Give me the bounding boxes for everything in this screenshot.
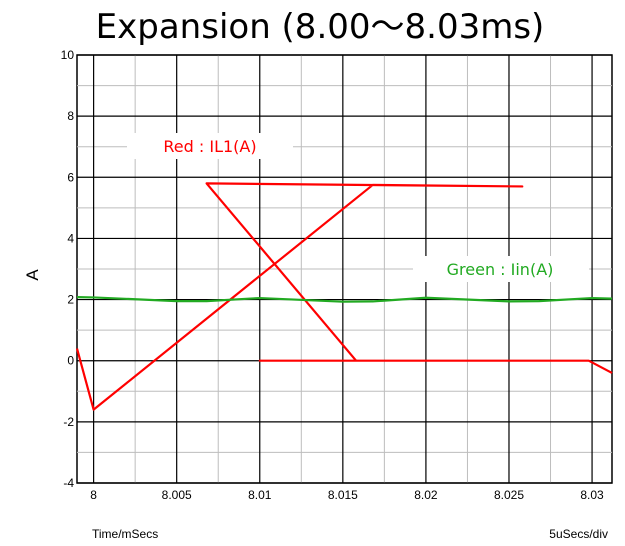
annotation-il1-bg bbox=[127, 133, 293, 159]
annotation-iin-bg bbox=[413, 256, 589, 282]
y-tick-label: -2 bbox=[63, 415, 74, 429]
x-tick-label: 8.02 bbox=[414, 488, 438, 502]
y-tick-label: 0 bbox=[67, 354, 74, 368]
y-tick-label: 6 bbox=[67, 170, 74, 184]
y-tick-label: 8 bbox=[67, 109, 74, 123]
x-tick-label: 8.015 bbox=[328, 488, 358, 502]
annotation-iin-text: Green : Iin(A) bbox=[447, 260, 554, 279]
x-tick-label: 8 bbox=[90, 488, 97, 502]
y-tick-label: 2 bbox=[67, 293, 74, 307]
series-layer bbox=[75, 182, 613, 411]
series-line-0 bbox=[75, 182, 613, 411]
annotation-iin: Green : Iin(A) bbox=[413, 256, 589, 282]
axis-ticks: -4 -2 0 2 4 6 8 10 8 8.005 8.01 8.015 8.02 8.025 8.03 bbox=[61, 48, 604, 502]
y-tick-label: 10 bbox=[61, 48, 75, 62]
chart-title: Expansion (8.00〜8.03ms) bbox=[96, 7, 545, 47]
series-line-1 bbox=[76, 296, 613, 303]
x-tick-label: 8.025 bbox=[494, 488, 524, 502]
y-axis-label: A bbox=[23, 269, 42, 281]
grid bbox=[77, 54, 612, 484]
annotation-il1: Red : IL1(A) bbox=[127, 133, 293, 159]
annotation-il1-text: Red : IL1(A) bbox=[163, 137, 256, 156]
y-tick-label: -4 bbox=[63, 476, 74, 490]
y-tick-label: 4 bbox=[67, 231, 74, 245]
x-tick-label: 8.03 bbox=[580, 488, 604, 502]
scale-label: 5uSecs/div bbox=[549, 527, 608, 541]
x-axis-label: Time/mSecs bbox=[92, 527, 158, 541]
x-tick-label: 8.01 bbox=[248, 488, 272, 502]
x-tick-label: 8.005 bbox=[162, 488, 192, 502]
